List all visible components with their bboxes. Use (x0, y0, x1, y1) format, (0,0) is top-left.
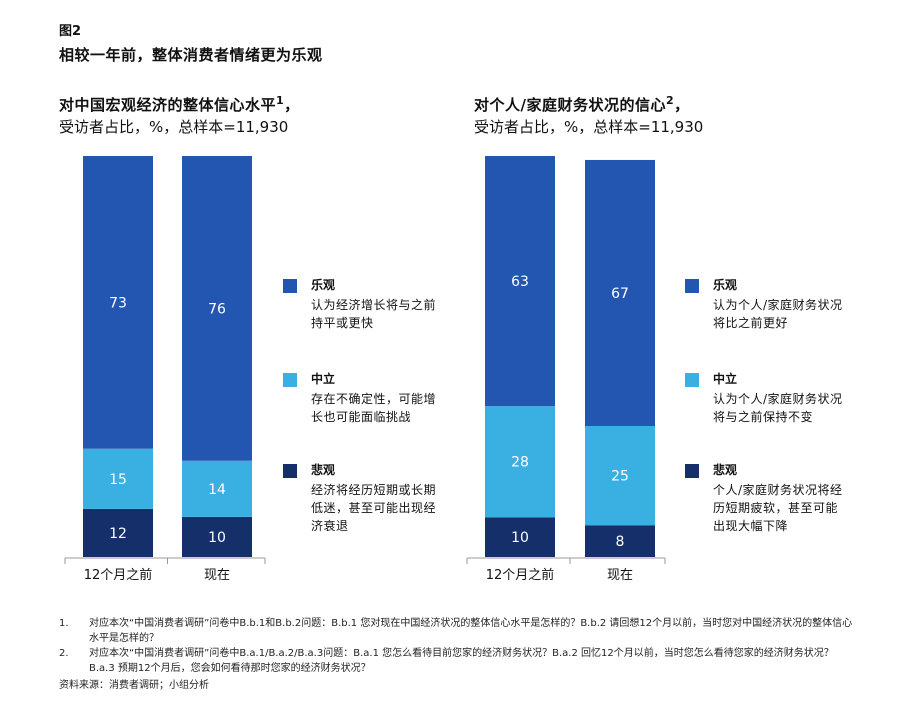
left-category-label-1: 现在 (204, 568, 230, 583)
left-bar-1-乐观 (182, 156, 252, 461)
right-chart-title: 对个人/家庭财务状况的信心2， 受访者占比，%，总样本=11,930 (474, 94, 704, 136)
left-bar-0-乐观 (83, 156, 153, 449)
left-bar-label-1-中立: 14 (208, 482, 226, 498)
right-chart-title-text: 对个人/家庭财务状况的信心 (474, 96, 666, 114)
left-bar-label-0-乐观: 73 (109, 295, 127, 311)
left-legend-name-中立: 中立 (311, 372, 336, 386)
left-bar-1-悲观 (182, 516, 252, 557)
right-bar-label-1-悲观: 8 (616, 534, 625, 550)
left-legend-swatch-中立 (283, 373, 297, 387)
right-bar-0-悲观 (485, 517, 555, 557)
right-bar-label-0-乐观: 63 (511, 274, 529, 290)
left-bar-0-中立 (83, 448, 153, 509)
right-bar-1-悲观 (585, 525, 655, 557)
left-chart-subtitle: 受访者占比，%，总样本=11,930 (59, 118, 289, 136)
right-category-label-1: 现在 (607, 568, 633, 583)
right-category-label-0: 12个月之前 (486, 567, 555, 583)
left-legend-desc-悲观: 经济将经历短期或长期低迷，甚至可能出现经济衰退 (311, 483, 437, 533)
left-legend-desc-中立: 存在不确定性，可能增长也可能面临挑战 (311, 392, 437, 424)
left-bar-0-悲观 (83, 508, 153, 557)
right-bar-1-乐观 (585, 159, 655, 426)
right-legend-desc-乐观: 认为个人/家庭财务状况将比之前更好 (713, 298, 843, 330)
right-legend-name-中立: 中立 (713, 372, 738, 386)
left-chart-title-text: 对中国宏观经济的整体信心水平 (59, 96, 277, 114)
left-bar-label-1-悲观: 10 (208, 530, 226, 546)
right-chart-footnote-ref: 2 (665, 94, 675, 107)
source-note: 资料来源：消费者调研；小组分析 (59, 680, 209, 691)
left-bar-label-1-乐观: 76 (208, 301, 226, 317)
right-legend-desc-悲观: 个人/家庭财务状况将经历短期疲软，甚至可能出现大幅下降 (713, 483, 843, 533)
footnote-2-number: 2. (59, 648, 69, 659)
footnote-1: 1. 对应本次“中国消费者调研”问卷中B.b.1和B.b.2问题：B.b.1 您… (59, 616, 859, 646)
figure-label: 图2 (59, 24, 82, 39)
right-legend-name-悲观: 悲观 (713, 463, 738, 477)
right-bar-0-中立 (485, 406, 555, 518)
left-legend-name-乐观: 乐观 (311, 278, 336, 292)
left-chart-title: 对中国宏观经济的整体信心水平1， 受访者占比，%，总样本=11,930 (59, 94, 300, 136)
figure-title: 相较一年前，整体消费者情绪更为乐观 (59, 46, 323, 64)
right-legend-swatch-乐观 (685, 279, 699, 293)
footnotes: 1. 对应本次“中国消费者调研”问卷中B.b.1和B.b.2问题：B.b.1 您… (59, 616, 859, 693)
left-category-label-0: 12个月之前 (84, 567, 153, 583)
left-legend-name-悲观: 悲观 (311, 463, 336, 477)
left-bar-1-中立 (182, 460, 252, 517)
left-legend-desc-乐观: 认为经济增长将与之前持平或更快 (311, 298, 437, 330)
left-bar-label-0-悲观: 12 (109, 526, 127, 542)
right-legend-swatch-悲观 (685, 464, 699, 478)
footnote-1-number: 1. (59, 618, 69, 629)
right-bar-label-1-中立: 25 (611, 469, 629, 485)
left-chart-footnote-ref: 1 (276, 94, 285, 107)
right-bar-label-0-中立: 28 (511, 455, 529, 471)
left-bar-label-0-中立: 15 (109, 472, 127, 488)
footnote-2-text: 对应本次“中国消费者调研”问卷中B.a.1/B.a.2/B.a.3问题：B.a.… (89, 648, 834, 674)
right-bar-label-1-乐观: 67 (611, 286, 629, 302)
left-legend-swatch-乐观 (283, 279, 297, 293)
right-legend-name-乐观: 乐观 (713, 278, 738, 292)
right-chart-subtitle: 受访者占比，%，总样本=11,930 (474, 118, 704, 136)
right-bar-1-中立 (585, 425, 655, 526)
right-bar-0-乐观 (485, 156, 555, 407)
left-legend-swatch-悲观 (283, 464, 297, 478)
footnote-2: 2. 对应本次“中国消费者调研”问卷中B.a.1/B.a.2/B.a.3问题：B… (59, 646, 859, 676)
right-legend-swatch-中立 (685, 373, 699, 387)
right-bar-label-0-悲观: 10 (511, 530, 529, 546)
right-legend-desc-中立: 认为个人/家庭财务状况将与之前保持不变 (713, 392, 843, 424)
footnote-1-text: 对应本次“中国消费者调研”问卷中B.b.1和B.b.2问题：B.b.1 您对现在… (89, 618, 853, 644)
